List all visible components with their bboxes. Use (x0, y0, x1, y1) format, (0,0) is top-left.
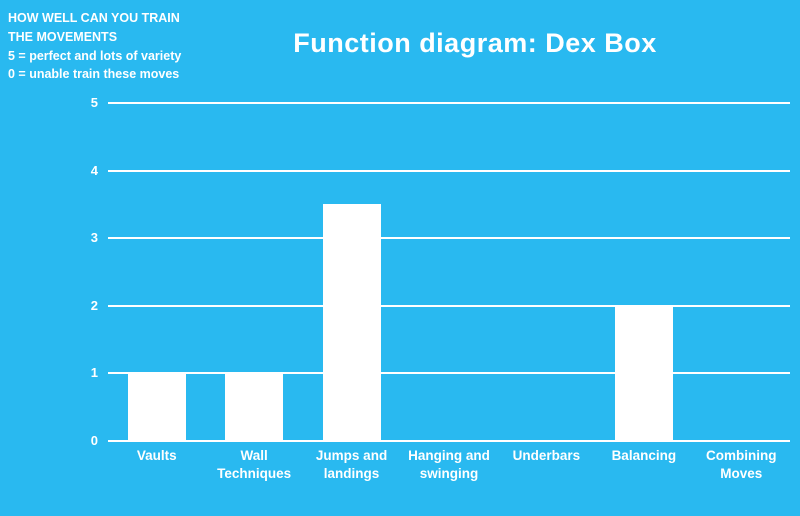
y-tick-label-3: 3 (90, 229, 98, 245)
gridline-4 (108, 169, 790, 172)
x-label-balancing: Balancing (611, 448, 677, 463)
x-label-underbars: Underbars (512, 448, 581, 463)
bar-jumps-and-landings (322, 204, 381, 441)
chart-title: Function diagram: Dex Box (293, 28, 657, 58)
x-label-jumps-and-landings: Jumps and landings (315, 448, 388, 481)
plot-area: 0 1 2 3 4 5 (91, 95, 790, 448)
bar-wall-techniques (225, 373, 284, 441)
y-tick-label-1: 1 (90, 365, 98, 381)
bar-vaults (127, 373, 186, 441)
bar-balancing (614, 305, 673, 441)
note-line-3: 5 = perfect and lots of variety (8, 48, 182, 63)
x-label-combining-moves: Combining Moves (705, 448, 777, 481)
x-label-hanging-and-swinging: Hanging and swinging (408, 448, 490, 481)
x-axis-labels: Vaults Wall Techniques Jumps and landings H… (108, 447, 790, 482)
x-label-vaults: Vaults (136, 448, 177, 463)
gridline-1 (108, 372, 790, 375)
axis-explanation-note: HOW WELL CAN YOU TRAIN THE MOVEMENTS 5 =… (8, 9, 181, 84)
y-tick-label-2: 2 (90, 297, 98, 313)
gridline-0 (108, 440, 790, 442)
gridline-3 (108, 237, 790, 240)
note-line-1: HOW WELL CAN YOU TRAIN (8, 11, 180, 25)
gridline-2 (108, 304, 790, 307)
y-tick-label-0: 0 (90, 432, 98, 448)
x-label-wall-techniques: Wall Techniques (217, 448, 292, 481)
y-tick-label-5: 5 (90, 94, 98, 110)
gridline-5 (108, 102, 790, 104)
y-tick-label-4: 4 (90, 162, 98, 178)
note-line-2: THE MOVEMENTS (8, 29, 118, 44)
note-line-4: 0 = unable train these moves (8, 67, 180, 82)
